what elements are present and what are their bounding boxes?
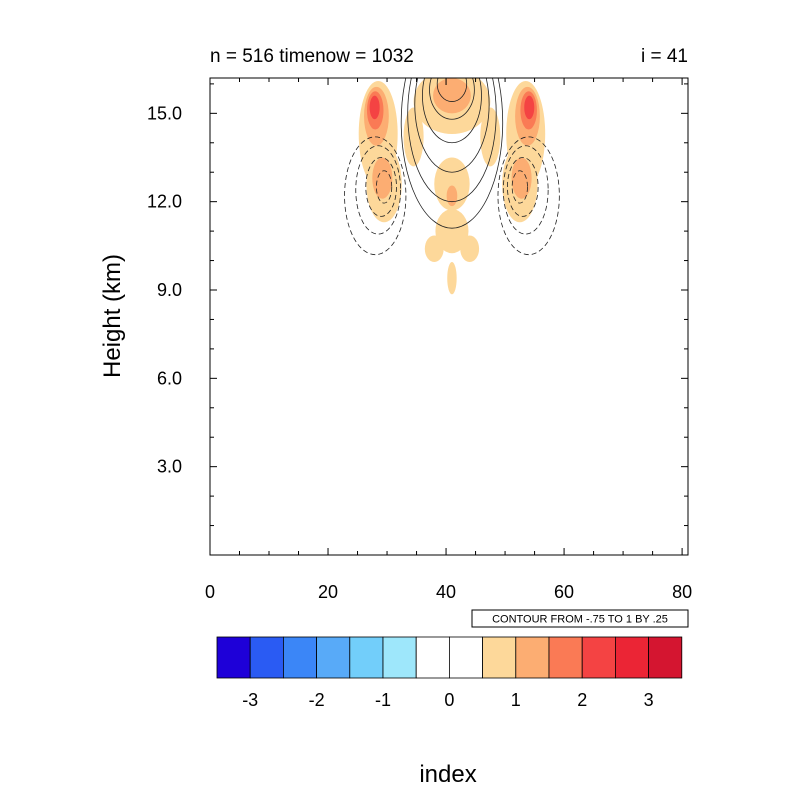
contour-note-box (471, 609, 689, 628)
positive-contour-line-5 (400, 78, 504, 229)
y-tick-label: 3.0 (157, 457, 182, 477)
y-axis-ticks: 3.0 6.0 9.0 12.0 15.0 (147, 83, 688, 527)
x-tick-label: 20 (318, 582, 338, 602)
x-tick-label: 0 (205, 582, 215, 602)
colorbar-swatch (581, 636, 616, 679)
negative-contour-line-11 (507, 157, 539, 217)
positive-contour-line-0 (436, 78, 468, 102)
filled-contour-14 (372, 157, 393, 199)
x-axis-ticks: 0 20 40 60 80 (205, 78, 692, 602)
positive-contour-line-4 (407, 78, 497, 203)
negative-contour-line-9 (344, 136, 407, 256)
negative-contour-line-12 (502, 145, 549, 235)
negative-contour-line-13 (497, 136, 560, 256)
positive-contour-line-3 (414, 78, 490, 173)
colorbar-label: 2 (577, 690, 587, 710)
colorbar-swatch (648, 636, 683, 679)
filled-contour-8 (435, 209, 469, 254)
positive-contour-line-1 (429, 78, 475, 120)
negative-contour-line-10 (511, 170, 528, 204)
y-tick-label: 9.0 (157, 280, 182, 300)
filled-contour-10 (460, 235, 480, 263)
colorbar: -3 -2 -1 0 1 2 3 (216, 636, 683, 710)
filled-contour-16 (433, 78, 471, 114)
colorbar-swatch (515, 636, 550, 679)
x-axis-label: index (419, 761, 476, 788)
negative-contour-line-6 (376, 170, 393, 204)
colorbar-label: 3 (644, 690, 654, 710)
colorbar-swatch (448, 636, 483, 679)
negative-contour-line-8 (355, 145, 402, 235)
chart-title-left: n = 516 timenow = 1032 (210, 46, 414, 67)
colorbar-swatch (615, 636, 650, 679)
colorbar-label: 1 (511, 690, 521, 710)
colorbar-label: -3 (242, 690, 258, 710)
x-tick-label: 80 (672, 582, 692, 602)
y-tick-label: 15.0 (147, 103, 182, 123)
colorbar-label: -2 (309, 690, 325, 710)
contour-lines (344, 78, 560, 256)
filled-contour-5 (403, 107, 424, 167)
contour-note: CONTOUR FROM -.75 TO 1 BY .25 (492, 614, 668, 626)
colorbar-label: 0 (444, 690, 454, 710)
colorbar-swatch (415, 636, 450, 679)
colorbar-swatch (349, 636, 384, 679)
x-tick-label: 60 (554, 582, 574, 602)
x-tick-label: 40 (436, 582, 456, 602)
filled-contour-11 (447, 262, 457, 295)
y-axis-label: Height (km) (99, 254, 126, 378)
plot-frame (209, 77, 689, 556)
colorbar-swatch (282, 636, 317, 679)
filled-contour-15 (511, 157, 532, 199)
colorbar-swatch (216, 636, 251, 679)
filled-contours (358, 78, 546, 295)
filled-contour-21 (524, 95, 535, 120)
y-tick-label: 12.0 (147, 192, 182, 212)
positive-contour-line-2 (422, 78, 482, 144)
y-tick-label: 6.0 (157, 368, 182, 388)
filled-contour-6 (480, 107, 501, 167)
negative-contour-line-7 (365, 157, 397, 217)
colorbar-swatch (316, 636, 351, 679)
colorbar-swatch (382, 636, 417, 679)
filled-contour-9 (424, 235, 444, 263)
colorbar-swatch (548, 636, 583, 679)
filled-contour-20 (369, 95, 380, 120)
colorbar-swatch (249, 636, 284, 679)
filled-contour-17 (446, 185, 458, 207)
colorbar-label: -1 (375, 690, 391, 710)
chart-title-right: i = 41 (641, 46, 688, 67)
colorbar-swatch (482, 636, 517, 679)
